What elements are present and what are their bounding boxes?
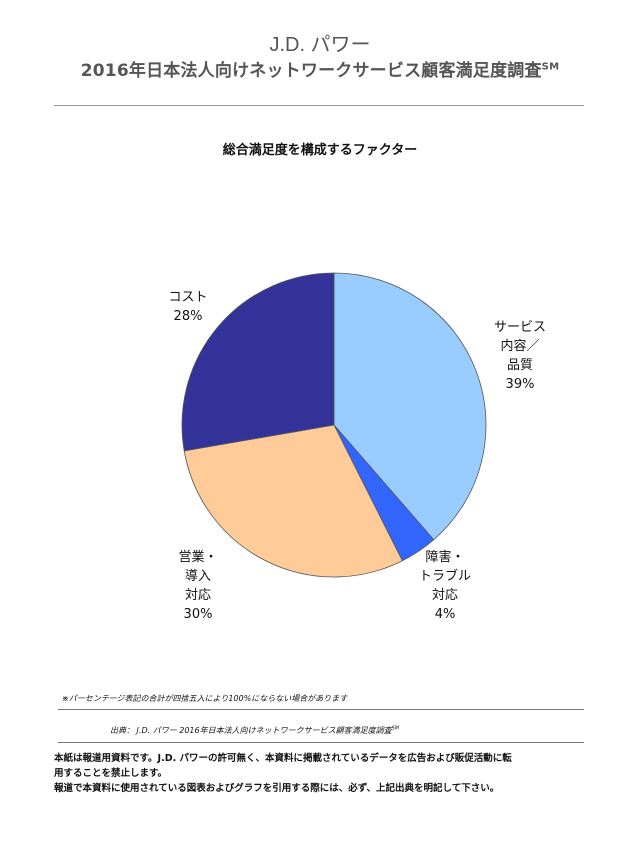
header-divider: [54, 105, 584, 106]
slice-label-service: サービス 内容／ 品質 39%: [493, 320, 546, 392]
pie-chart: [181, 272, 487, 578]
disclaimer: 本紙は報道用資料です。J.D. パワーの許可無く、本資料に掲載されているデータを…: [54, 751, 594, 796]
slice-label-sales: 営業・ 導入 対応 30%: [178, 550, 218, 622]
service-mark: SM: [541, 61, 560, 73]
pie-slice-sales: [183, 424, 403, 578]
source-citation: 出典： J.D. パワー 2016年日本法人向けネットワークサービス顧客満足度調…: [110, 725, 399, 736]
survey-title: 2016年日本法人向けネットワークサービス顧客満足度調査SM: [0, 56, 640, 81]
chart-title: 総合満足度を構成するファクター: [222, 143, 418, 158]
survey-title-text: 2016年日本法人向けネットワークサービス顧客満足度調査: [80, 61, 542, 81]
source-divider: [58, 742, 584, 743]
disclaimer-line-1: 本紙は報道用資料です。J.D. パワーの許可無く、本資料に掲載されているデータを…: [54, 753, 512, 764]
slice-label-trouble: 障害・ トラブル 対応 4%: [418, 550, 471, 622]
pie-slice-cost: [181, 272, 335, 452]
slice-label-cost: コスト 28%: [168, 290, 208, 324]
pie-slice-service: [333, 272, 487, 541]
disclaimer-line-2: 用することを禁止します。: [54, 768, 168, 779]
brand-title: J.D. パワー: [269, 34, 371, 56]
note-divider: [58, 709, 584, 710]
rounding-note: ※パーセンテージ表記の合計が四捨五入により100%にならない場合があります: [62, 694, 348, 703]
disclaimer-line-3: 報道で本資料に使用されている図表およびグラフを引用する際には、必ず、上記出典を明…: [54, 783, 500, 794]
source-service-mark: SM: [391, 725, 400, 732]
source-text: 出典： J.D. パワー 2016年日本法人向けネットワークサービス顧客満足度調…: [110, 726, 392, 735]
